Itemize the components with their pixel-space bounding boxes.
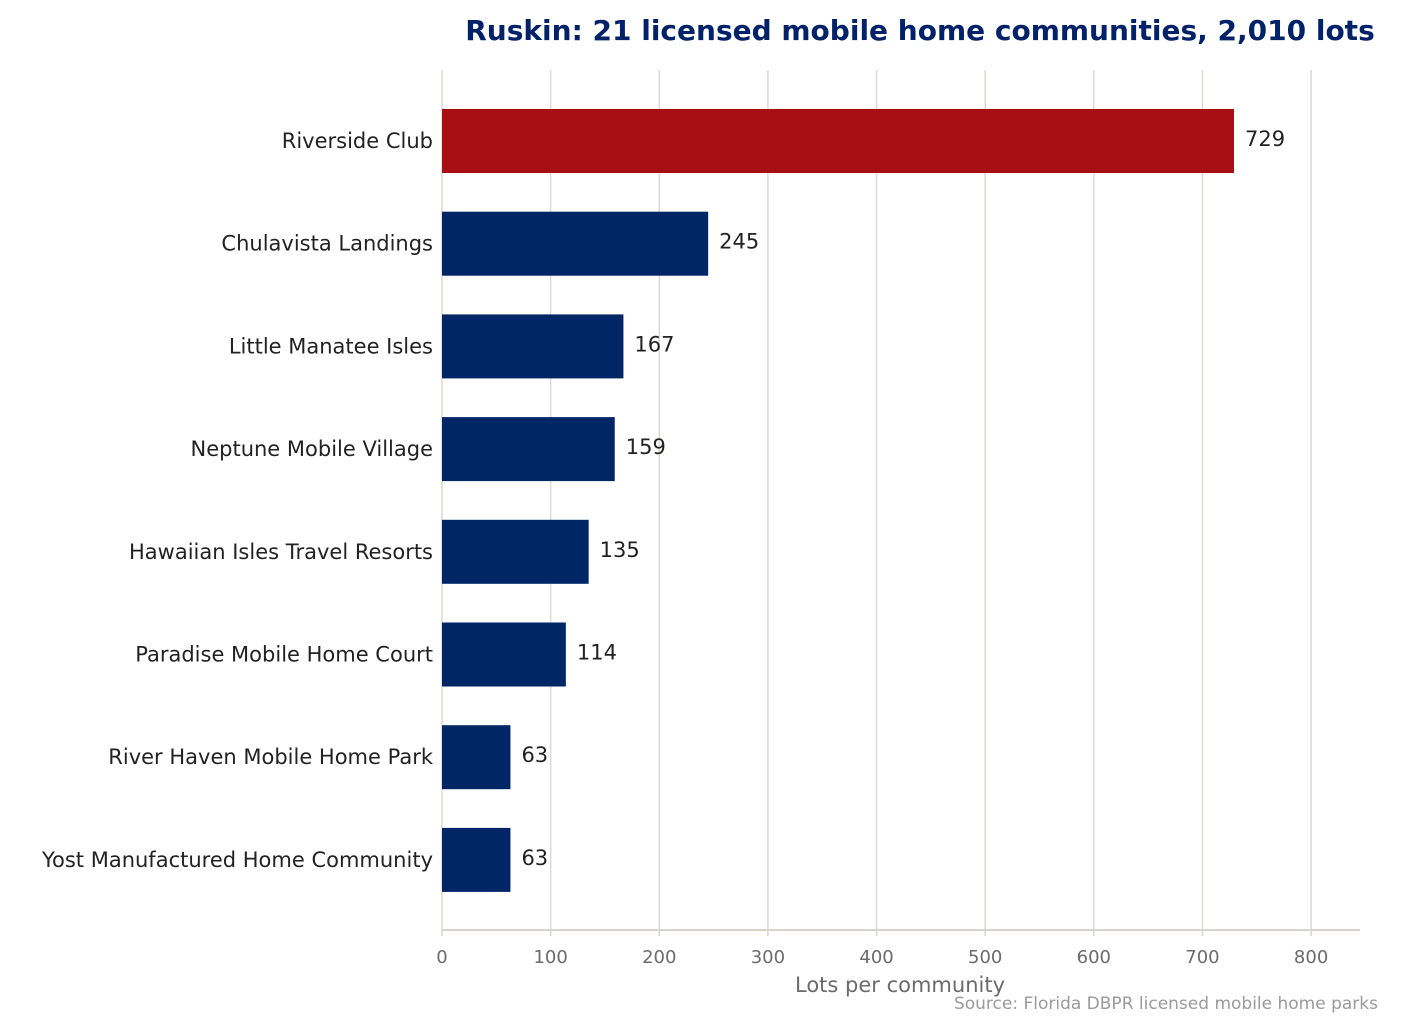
x-axis-title: Lots per community	[795, 973, 1005, 997]
source-note: Source: Florida DBPR licensed mobile hom…	[954, 994, 1378, 1014]
tick-label: 100	[533, 947, 567, 968]
value-label: 114	[577, 641, 617, 665]
tick-label: 0	[436, 947, 447, 968]
bar	[442, 725, 511, 790]
category-label: Paradise Mobile Home Court	[135, 643, 433, 667]
tick-label: 700	[1185, 947, 1219, 968]
value-labels: 729 245 167 159 135 114 63 63	[521, 127, 1285, 870]
value-label: 135	[600, 538, 640, 562]
category-label: River Haven Mobile Home Park	[108, 745, 434, 769]
value-label: 167	[634, 332, 674, 356]
bar	[442, 519, 589, 584]
category-label: Yost Manufactured Home Community	[41, 848, 433, 872]
tick-label: 800	[1294, 947, 1328, 968]
bar	[442, 314, 624, 379]
value-label: 729	[1245, 127, 1285, 151]
grid-lines	[441, 70, 1312, 930]
tick-label: 200	[642, 947, 676, 968]
value-label: 63	[521, 846, 548, 870]
value-label: 159	[626, 435, 666, 459]
tick-label: 500	[968, 947, 1002, 968]
bars	[442, 109, 1234, 892]
chart-title: Ruskin: 21 licensed mobile home communit…	[465, 14, 1374, 47]
bar	[442, 211, 709, 276]
category-label: Hawaiian Isles Travel Resorts	[129, 540, 433, 564]
tick-label: 600	[1077, 947, 1111, 968]
tick-label: 400	[859, 947, 893, 968]
category-label: Little Manatee Isles	[229, 334, 433, 358]
tick-label: 300	[751, 947, 785, 968]
x-tick-labels: 0 100 200 300 400 500 600 700 800	[436, 930, 1328, 968]
bar	[442, 109, 1234, 173]
value-label: 245	[719, 230, 759, 254]
category-label: Riverside Club	[282, 129, 433, 153]
bar	[442, 622, 566, 687]
bar	[442, 417, 615, 482]
value-label: 63	[521, 743, 548, 767]
category-label: Neptune Mobile Village	[191, 437, 434, 461]
bar	[442, 827, 511, 892]
category-label: Chulavista Landings	[221, 232, 433, 256]
category-labels: Riverside Club Chulavista Landings Little …	[41, 129, 434, 872]
